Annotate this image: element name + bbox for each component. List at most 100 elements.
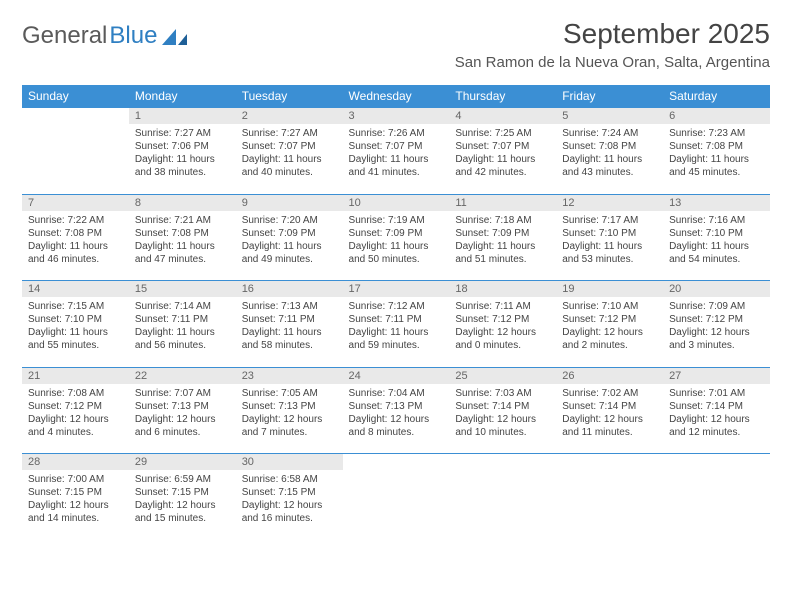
day-cell: Sunrise: 7:23 AMSunset: 7:08 PMDaylight:… [663,124,770,194]
logo-sail-icon [162,29,188,47]
day-cell: Sunrise: 7:07 AMSunset: 7:13 PMDaylight:… [129,384,236,454]
sunset-text: Sunset: 7:08 PM [135,227,230,240]
day-number: 25 [449,367,556,384]
day-details: Sunrise: 7:27 AMSunset: 7:06 PMDaylight:… [129,124,236,183]
daylight-text: Daylight: 12 hours and 4 minutes. [28,413,123,439]
day-number [556,454,663,471]
day-cell: Sunrise: 7:02 AMSunset: 7:14 PMDaylight:… [556,384,663,454]
day-details: Sunrise: 7:22 AMSunset: 7:08 PMDaylight:… [22,211,129,270]
day-body-row: Sunrise: 7:15 AMSunset: 7:10 PM Daylight:… [22,297,770,367]
day-cell: Sunrise: 7:27 AMSunset: 7:06 PMDaylight:… [129,124,236,194]
day-cell: Sunrise: 7:11 AMSunset: 7:12 PMDaylight:… [449,297,556,367]
sunset-text: Sunset: 7:12 PM [669,313,764,326]
sunrise-text: Sunrise: 7:09 AM [669,300,764,313]
day-number-row: 282930 [22,454,770,471]
daylight-text: Daylight: 11 hours and 53 minutes. [562,240,657,266]
day-cell: Sunrise: 7:08 AMSunset: 7:12 PMDaylight:… [22,384,129,454]
day-number: 23 [236,367,343,384]
day-body-row: Sunrise: 7:27 AMSunset: 7:06 PMDaylight:… [22,124,770,194]
sunset-text: Sunset: 7:11 PM [349,313,444,326]
sunset-text: Sunset: 7:13 PM [135,400,230,413]
sunset-text: Sunset: 7:14 PM [455,400,550,413]
day-body-row: Sunrise: 7:00 AM Sunset: 7:15 PMDaylight:… [22,470,770,540]
sunset-text: Sunset: 7:11 PM [242,313,337,326]
sunrise-text: Sunrise: 7:15 AM [28,300,123,313]
day-number: 17 [343,281,450,298]
day-cell: Sunrise: 7:19 AMSunset: 7:09 PMDaylight:… [343,211,450,281]
day-cell: Sunrise: 7:26 AMSunset: 7:07 PMDaylight:… [343,124,450,194]
day-details: Sunrise: 7:19 AMSunset: 7:09 PMDaylight:… [343,211,450,270]
day-cell [449,470,556,540]
day-cell: Sunrise: 7:21 AMSunset: 7:08 PMDaylight:… [129,211,236,281]
day-details: Sunrise: 7:02 AMSunset: 7:14 PMDaylight:… [556,384,663,443]
daylight-text: Daylight: 12 hours and 7 minutes. [242,413,337,439]
sunset-text: Sunset: 7:14 PM [562,400,657,413]
sunrise-text: Sunrise: 7:17 AM [562,214,657,227]
day-details: Sunrise: 7:26 AMSunset: 7:07 PMDaylight:… [343,124,450,183]
sunrise-text: Sunrise: 7:27 AM [242,127,337,140]
day-cell [556,470,663,540]
sunrise-text: Sunrise: 7:00 AM [28,473,123,486]
day-details: Sunrise: 6:58 AMSunset: 7:15 PMDaylight:… [236,470,343,529]
day-number [449,454,556,471]
day-details: Sunrise: 7:18 AMSunset: 7:09 PMDaylight:… [449,211,556,270]
weekday-header: Monday [129,85,236,108]
day-details: Sunrise: 7:01 AMSunset: 7:14 PMDaylight:… [663,384,770,443]
day-cell: Sunrise: 7:24 AMSunset: 7:08 PMDaylight:… [556,124,663,194]
daylight-text: Daylight: 12 hours and 15 minutes. [135,499,230,525]
sunset-text: Sunset: 7:07 PM [349,140,444,153]
day-details: Sunrise: 7:25 AMSunset: 7:07 PMDaylight:… [449,124,556,183]
day-number: 19 [556,281,663,298]
sunset-text: Sunset: 7:13 PM [349,400,444,413]
day-number: 3 [343,108,450,125]
sunrise-text: Sunrise: 7:10 AM [562,300,657,313]
day-number: 28 [22,454,129,471]
day-cell: Sunrise: 6:59 AMSunset: 7:15 PMDaylight:… [129,470,236,540]
sunset-text: Sunset: 7:10 PM [562,227,657,240]
day-number: 12 [556,194,663,211]
sunset-text: Sunset: 7:10 PM [28,313,123,326]
sunset-text: Sunset: 7:07 PM [455,140,550,153]
weekday-header: Thursday [449,85,556,108]
day-number: 2 [236,108,343,125]
calendar-table: Sunday Monday Tuesday Wednesday Thursday… [22,85,770,540]
location: San Ramon de la Nueva Oran, Salta, Argen… [455,54,770,71]
day-number: 14 [22,281,129,298]
sunrise-text: Sunrise: 7:04 AM [349,387,444,400]
daylight-text: Daylight: 11 hours and 49 minutes. [242,240,337,266]
day-cell [22,124,129,194]
day-number: 27 [663,367,770,384]
day-cell: Sunrise: 7:16 AMSunset: 7:10 PMDaylight:… [663,211,770,281]
day-number: 22 [129,367,236,384]
day-details: Sunrise: 6:59 AMSunset: 7:15 PMDaylight:… [129,470,236,529]
sunrise-text: Sunrise: 7:27 AM [135,127,230,140]
day-cell: Sunrise: 7:04 AMSunset: 7:13 PMDaylight:… [343,384,450,454]
day-details: Sunrise: 7:17 AMSunset: 7:10 PMDaylight:… [556,211,663,270]
day-number: 24 [343,367,450,384]
day-cell: Sunrise: 7:01 AMSunset: 7:14 PMDaylight:… [663,384,770,454]
weekday-header-row: Sunday Monday Tuesday Wednesday Thursday… [22,85,770,108]
day-cell: Sunrise: 7:00 AMSunset: 7:15 PMDaylight:… [22,470,129,540]
daylight-text: Daylight: 12 hours and 11 minutes. [562,413,657,439]
daylight-text: Daylight: 11 hours and 41 minutes. [349,153,444,179]
sunrise-text: Sunrise: 7:07 AM [135,387,230,400]
day-body-row: Sunrise: 7:22 AMSunset: 7:08 PMDaylight:… [22,211,770,281]
day-number: 5 [556,108,663,125]
day-cell [343,470,450,540]
sunset-text: Sunset: 7:12 PM [455,313,550,326]
day-details: Sunrise: 7:08 AMSunset: 7:12 PMDaylight:… [22,384,129,443]
day-number: 26 [556,367,663,384]
sunrise-text: Sunrise: 7:24 AM [562,127,657,140]
title-block: September 2025 San Ramon de la Nueva Ora… [455,18,770,71]
day-number: 1 [129,108,236,125]
sunrise-text: Sunrise: 7:16 AM [669,214,764,227]
sunrise-text: Sunrise: 7:03 AM [455,387,550,400]
day-number: 6 [663,108,770,125]
sunset-text: Sunset: 7:15 PM [135,486,230,499]
sunrise-text: Sunrise: 7:14 AM [135,300,230,313]
daylight-text: Daylight: 11 hours and 59 minutes. [349,326,444,352]
day-cell: Sunrise: 7:10 AMSunset: 7:12 PMDaylight:… [556,297,663,367]
day-cell: Sunrise: 7:18 AMSunset: 7:09 PMDaylight:… [449,211,556,281]
sunrise-text: Sunrise: 7:21 AM [135,214,230,227]
day-number [343,454,450,471]
